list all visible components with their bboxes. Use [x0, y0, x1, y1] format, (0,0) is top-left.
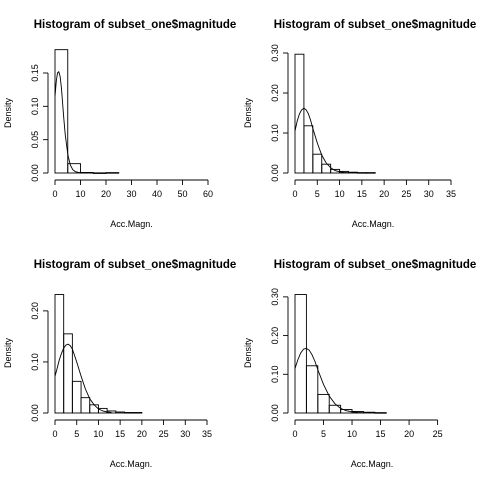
histogram-panel-4: Histogram of subset_one$magnitude 0 5 10 15 2… [243, 259, 476, 469]
histogram-bar [303, 125, 314, 174]
histogram-bar [362, 411, 376, 414]
density-curve [294, 107, 349, 174]
x-tick-label: 50 [177, 189, 187, 199]
histogram-bar [54, 294, 65, 414]
x-tick-label: 30 [126, 189, 136, 199]
histogram-bar [80, 172, 94, 174]
x-axis-label: Acc.Magn. [110, 459, 153, 469]
histogram-panel-1: Histogram of subset_one$magnitude 0 10 20 30… [3, 19, 236, 229]
x-tick-label: 20 [137, 429, 147, 439]
x-tick-label: 0 [292, 429, 297, 439]
histogram-bar [105, 172, 120, 174]
y-tick-label: 0.00 [30, 164, 40, 182]
x-axis-label: Acc.Magn. [351, 459, 394, 469]
y-tick-label: 0.30 [270, 44, 280, 62]
y-axis-label: Density [243, 337, 253, 368]
y-tick-label: 0.20 [270, 327, 280, 345]
histogram-bar [54, 49, 69, 174]
y-axis-label: Density [243, 97, 253, 128]
histogram-bar [348, 171, 358, 174]
histogram-bar [294, 53, 305, 174]
y-tick-label: 0.10 [270, 366, 280, 384]
x-tick-label: 0 [292, 189, 297, 199]
x-tick-label: 15 [357, 189, 367, 199]
x-tick-label: 5 [315, 189, 320, 199]
y-tick-label: 0.05 [30, 131, 40, 149]
y-tick-label: 0.00 [30, 404, 40, 422]
x-tick-label: 40 [152, 189, 162, 199]
x-tick-label: 10 [93, 429, 103, 439]
y-tick-label: 0.10 [30, 353, 40, 371]
histogram-bar [328, 404, 342, 414]
histogram-panel-2: Histogram of subset_one$magnitude 0 5 10 15 2… [243, 19, 476, 229]
y-tick-label: 0.00 [270, 164, 280, 182]
histogram-bar [63, 333, 73, 414]
histogram-bar [92, 172, 107, 174]
density-curve [54, 343, 112, 413]
y-tick-label: 0.10 [270, 124, 280, 142]
histogram-bar [115, 411, 125, 414]
x-tick-label: 35 [446, 189, 456, 199]
histogram-bar [67, 163, 81, 174]
x-tick-label: 35 [202, 429, 212, 439]
density-curve [54, 70, 81, 174]
histogram-bar [89, 404, 99, 414]
histogram-bar [124, 412, 134, 414]
x-axis-label: Acc.Magn. [352, 219, 395, 229]
x-tick-label: 25 [433, 429, 443, 439]
histogram-bar [132, 412, 143, 414]
histogram-bar [321, 163, 332, 174]
x-tick-label: 20 [101, 189, 111, 199]
x-tick-label: 30 [424, 189, 434, 199]
x-tick-label: 0 [52, 189, 57, 199]
panel-title: Histogram of subset_one$magnitude [34, 259, 237, 271]
histogram-panel-3: Histogram of subset_one$magnitude 0 5 10 15 2… [3, 259, 236, 469]
x-tick-label: 5 [321, 429, 326, 439]
y-tick-label: 0.20 [270, 84, 280, 102]
histogram-bar [374, 412, 387, 414]
y-tick-label: 0.15 [30, 64, 40, 82]
histogram-bar [294, 294, 307, 414]
x-tick-label: 10 [75, 189, 85, 199]
x-tick-label: 25 [401, 189, 411, 199]
x-axis-label: Acc.Magn. [110, 219, 153, 229]
histogram-bar [71, 380, 82, 414]
x-tick-label: 20 [379, 189, 389, 199]
x-tick-label: 25 [159, 429, 169, 439]
panel-title: Histogram of subset_one$magnitude [274, 259, 477, 271]
x-tick-label: 15 [115, 429, 125, 439]
x-tick-label: 5 [74, 429, 79, 439]
histogram-bar [305, 365, 319, 414]
x-tick-label: 10 [347, 429, 357, 439]
x-tick-label: 60 [203, 189, 213, 199]
x-tick-label: 30 [180, 429, 190, 439]
y-tick-label: 0.00 [270, 404, 280, 422]
y-tick-label: 0.10 [30, 98, 40, 116]
density-curve [294, 347, 364, 414]
histogram-bar [365, 172, 376, 174]
histogram-bar [312, 153, 323, 174]
panel-title: Histogram of subset_one$magnitude [34, 19, 237, 31]
y-axis-label: Density [3, 337, 13, 368]
y-tick-label: 0.30 [270, 288, 280, 306]
x-tick-label: 20 [404, 429, 414, 439]
x-tick-label: 0 [52, 429, 57, 439]
histogram-bar [356, 172, 367, 174]
x-tick-label: 10 [335, 189, 345, 199]
histogram-bar [80, 397, 91, 414]
y-axis-label: Density [3, 97, 13, 128]
y-tick-label: 0.20 [30, 302, 40, 320]
panel-title: Histogram of subset_one$magnitude [274, 19, 477, 31]
x-tick-label: 15 [376, 429, 386, 439]
histogram-bar [317, 393, 330, 414]
